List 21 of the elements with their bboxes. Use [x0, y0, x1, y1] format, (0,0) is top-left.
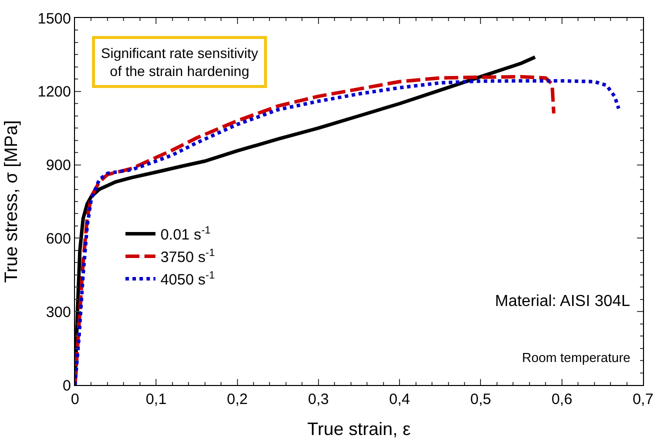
- annotation: Room temperature: [522, 350, 630, 365]
- y-tick-label: 1500: [38, 10, 71, 28]
- legend-label: 3750 s$^{-1}$: [160, 246, 215, 266]
- y-tick-label: 900: [46, 157, 71, 174]
- annotation: Material: AISI 304L: [495, 293, 630, 310]
- y-tick-label: 600: [46, 230, 71, 248]
- legend-label: 0.01 s$^{-1}$: [160, 224, 211, 244]
- y-tick-label: 0: [62, 377, 71, 394]
- x-tick-label: 0,7: [632, 391, 654, 408]
- x-tick-label: 0,3: [308, 391, 329, 408]
- legend-label: 4050 s$^{-1}$: [160, 269, 215, 289]
- x-tick-label: 0,5: [470, 391, 492, 408]
- x-tick-label: 0,6: [551, 391, 572, 408]
- annotation: Significant rate sensitivity of the strain hardening: [101, 45, 258, 80]
- x-tick-label: 0,4: [389, 391, 410, 408]
- x-tick-label: 0,1: [146, 391, 167, 408]
- y-tick-label: 1200: [38, 84, 71, 101]
- y-tick-label: 300: [46, 304, 71, 321]
- x-tick-label: 0,2: [226, 391, 248, 408]
- x-axis-title: True strain, ε: [307, 419, 411, 440]
- y-axis-title: True stress, σ [MPa]: [0, 120, 21, 283]
